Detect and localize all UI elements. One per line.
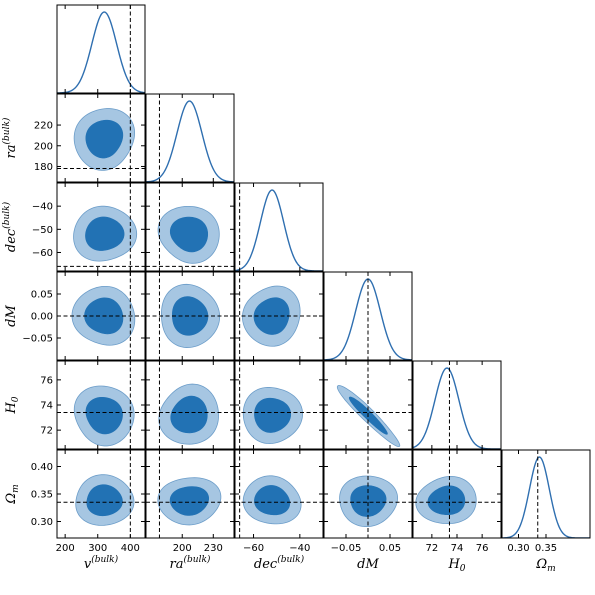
x-tick-label-dec: −60 — [243, 543, 264, 554]
panel-frame — [56, 93, 146, 183]
y-tick-label-ra: 220 — [34, 121, 53, 132]
contour-68-Om-dM — [350, 485, 387, 517]
x-tick-label-Om: 0.30 — [507, 543, 529, 554]
y-axis-label-dM: dM — [4, 304, 19, 326]
y-tick-label-dM: −0.05 — [22, 334, 53, 345]
panel-Om-vs-v — [56, 449, 146, 539]
contour-68-dec-v — [85, 216, 125, 251]
x-tick-label-H0: 72 — [425, 543, 438, 554]
panel-H0-vs-v — [56, 360, 146, 450]
panel-dM-vs-dM — [323, 271, 413, 361]
x-tick-label-v: 200 — [56, 543, 75, 554]
panel-dM-vs-ra — [145, 271, 235, 361]
panel-frame — [56, 4, 146, 94]
panel-Om-vs-ra — [145, 449, 235, 539]
y-tick-label-H0: 72 — [40, 426, 53, 437]
x-tick-label-Om: 0.35 — [535, 543, 557, 554]
panel-Om-vs-H0 — [412, 449, 502, 539]
marginal-curve-H0 — [413, 367, 501, 449]
panel-frame — [145, 182, 235, 272]
panel-dec-vs-v — [56, 182, 146, 272]
y-tick-label-H0: 74 — [40, 401, 53, 412]
marginal-curve-dec — [235, 189, 323, 271]
y-axis-label-Om: Ωm — [4, 484, 21, 504]
panel-dM-vs-v — [56, 271, 146, 361]
panel-H0-vs-dec — [234, 360, 324, 450]
contour-68-dec-ra — [169, 216, 209, 253]
contour-68-Om-ra — [169, 486, 210, 516]
x-tick-label-ra: 230 — [204, 543, 223, 554]
x-axis-label-H0: H0 — [447, 557, 465, 574]
x-axis-label-Om: Ωm — [535, 557, 555, 574]
contour-68-H0-v — [85, 396, 123, 435]
panel-H0-vs-ra — [145, 360, 235, 450]
panel-frame — [56, 182, 146, 272]
panel-frame — [323, 271, 413, 361]
y-tick-label-Om: 0.30 — [31, 517, 53, 528]
contour-68-ra-v — [85, 119, 124, 159]
panel-Om-vs-dM — [323, 449, 413, 539]
contour-68-H0-dec — [254, 397, 292, 433]
y-tick-label-H0: 76 — [40, 375, 53, 386]
contour-68-Om-H0 — [427, 485, 466, 516]
panel-ra-vs-v — [56, 93, 146, 183]
contour-68-Om-dec — [254, 485, 291, 516]
panel-H0-vs-H0 — [412, 360, 502, 450]
panel-dM-vs-dec — [234, 271, 324, 361]
panel-frame — [234, 182, 324, 272]
x-tick-label-dec: −40 — [289, 543, 310, 554]
marginal-curve-Om — [502, 456, 590, 538]
x-axis-label-ra: ra(bulk) — [170, 554, 211, 572]
x-tick-label-H0: 76 — [476, 543, 489, 554]
y-tick-label-dec: −60 — [32, 248, 53, 259]
panel-v-vs-v — [56, 4, 146, 94]
marginal-curve-v — [57, 11, 145, 93]
panel-H0-vs-dM — [323, 360, 413, 450]
x-tick-label-dM: 0.05 — [379, 543, 401, 554]
y-tick-label-ra: 200 — [34, 141, 53, 152]
x-tick-label-ra: 200 — [173, 543, 192, 554]
y-tick-label-Om: 0.40 — [31, 462, 53, 473]
panel-frame — [501, 449, 591, 539]
panel-Om-vs-dec — [234, 449, 324, 539]
x-tick-label-v: 300 — [88, 543, 107, 554]
y-tick-label-dM: 0.00 — [31, 312, 53, 323]
panel-Om-vs-Om — [501, 449, 591, 539]
panel-ra-vs-ra — [145, 93, 235, 183]
y-axis-label-H0: H0 — [4, 396, 21, 414]
y-tick-label-dec: −40 — [32, 202, 53, 213]
x-axis-label-dec: dec(bulk) — [254, 554, 305, 572]
x-tick-label-dM: −0.05 — [331, 543, 362, 554]
x-tick-label-v: 400 — [121, 543, 140, 554]
marginal-curve-ra — [146, 100, 234, 182]
x-tick-label-H0: 74 — [451, 543, 464, 554]
y-axis-label-ra: ra(bulk) — [1, 117, 19, 158]
panel-dec-vs-ra — [145, 182, 235, 272]
y-axis-label-dec: dec(bulk) — [1, 201, 19, 252]
y-tick-label-Om: 0.35 — [31, 490, 53, 501]
x-axis-label-dM: dM — [357, 557, 379, 572]
y-tick-label-ra: 180 — [34, 162, 53, 173]
x-axis-label-v: v(bulk) — [84, 554, 119, 572]
panel-frame — [412, 360, 502, 450]
panel-frame — [145, 93, 235, 183]
contour-68-dM-ra — [171, 296, 209, 336]
contour-68-dM-dec — [253, 297, 290, 335]
contour-68-H0-ra — [170, 395, 208, 434]
panel-dec-vs-dec — [234, 182, 324, 272]
contour-68-Om-v — [86, 484, 123, 517]
y-tick-label-dM: 0.05 — [31, 290, 53, 301]
y-tick-label-dec: −50 — [32, 225, 53, 236]
